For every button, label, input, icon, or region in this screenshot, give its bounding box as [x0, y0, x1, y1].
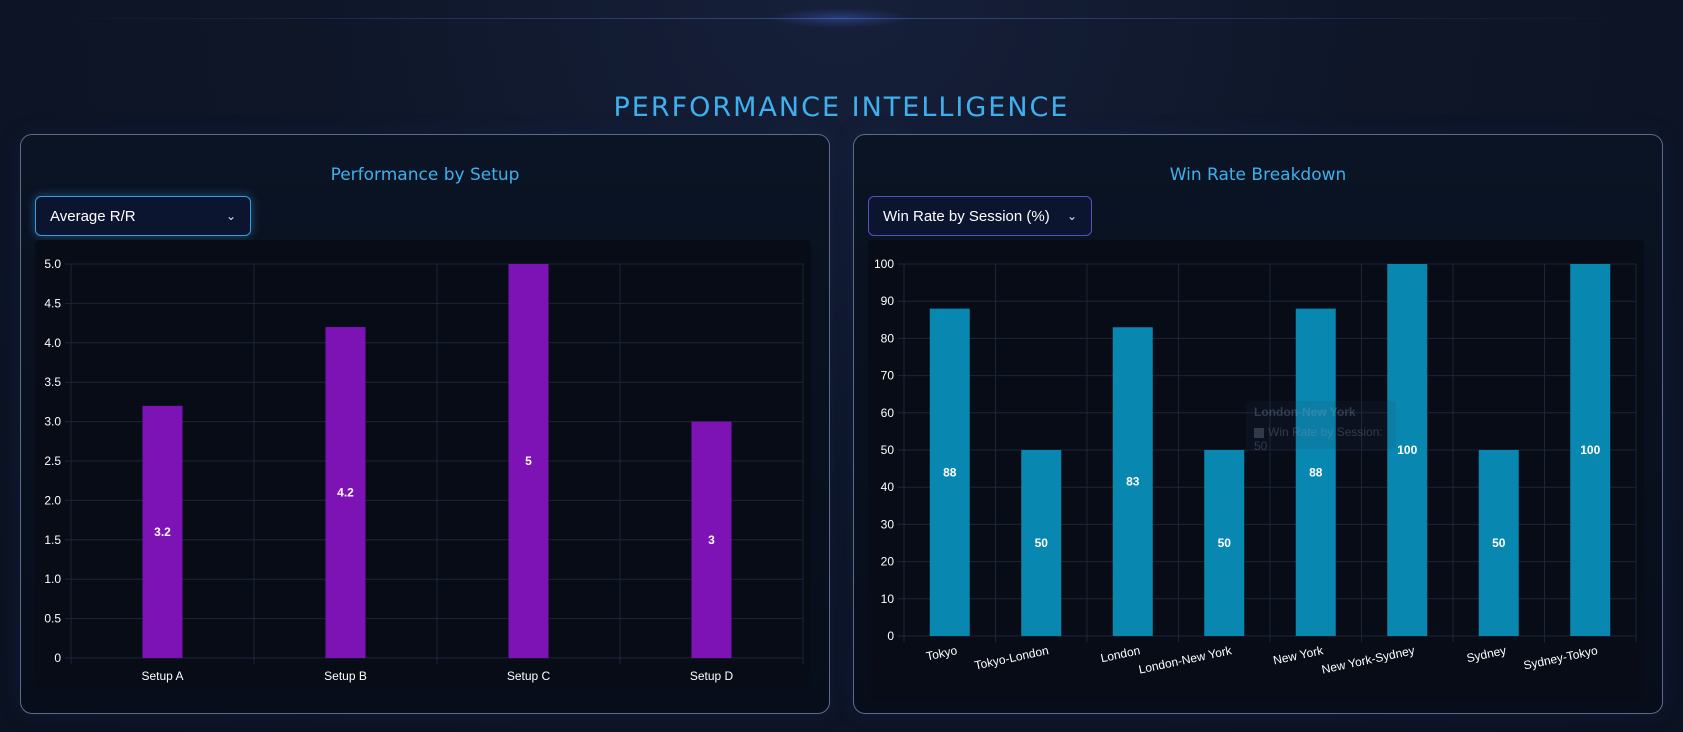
data-label: 83	[1126, 475, 1140, 489]
data-label: 50	[1035, 536, 1049, 550]
winrate-bar-chart: 0 10 20 30 40 50 60 70 80 90 100 88 Tokyo 50 Tokyo-Lon…	[874, 257, 1637, 677]
bar-london-new-york	[1204, 450, 1245, 636]
data-label: 4.2	[337, 486, 354, 500]
y-tick-label: 40	[881, 480, 895, 494]
setup-bar-chart: 0 0.5 1.0 1.5 2.0 2.5 3.0 3.5 4.0 4.5 5.0 3.2 Setup …	[44, 257, 804, 683]
data-label: 88	[943, 465, 957, 479]
y-tick-label: 50	[881, 443, 895, 457]
winrate-select-value: Win Rate by Session (%)	[883, 207, 1050, 225]
winrate-select-dropdown[interactable]: Win Rate by Session (%) ⌄	[868, 196, 1092, 236]
y-tick-label: 4.5	[44, 296, 61, 310]
data-label: 50	[1218, 536, 1232, 550]
bar-tokyo-london	[1021, 450, 1062, 636]
y-tick-label: 3.0	[44, 415, 61, 429]
winrate-chart-area: 0 10 20 30 40 50 60 70 80 90 100 88 Tokyo 50 Tokyo-Lon…	[868, 240, 1644, 700]
x-tick-label: Tokyo-London	[973, 643, 1050, 672]
y-tick-label: 20	[881, 555, 895, 569]
y-tick-label: 0	[887, 629, 894, 643]
x-tick-label: Sydney	[1465, 643, 1507, 665]
data-label: 3.2	[154, 525, 171, 539]
data-label: 100	[1580, 443, 1600, 457]
x-tick-label: Sydney-Tokyo	[1522, 643, 1599, 672]
setup-chart-area: 0 0.5 1.0 1.5 2.0 2.5 3.0 3.5 4.0 4.5 5.0 3.2 Setup …	[35, 240, 811, 690]
bar-tokyo	[929, 308, 970, 636]
top-divider-line	[40, 18, 1643, 19]
x-tick-label: Setup A	[141, 669, 183, 683]
data-label: 100	[1397, 443, 1417, 457]
data-label: 88	[1309, 465, 1323, 479]
bar-sydney	[1478, 450, 1519, 636]
x-tick-label: New York-Sydney	[1320, 643, 1416, 676]
y-tick-label: 2.5	[44, 454, 61, 468]
y-tick-label: 1.0	[44, 572, 61, 586]
tooltip-body: Win Rate by Session: 50	[1254, 425, 1383, 453]
bar-setup-b	[325, 327, 366, 658]
y-tick-label: 30	[881, 517, 895, 531]
bar-london	[1112, 327, 1153, 636]
y-tick-label: 70	[881, 369, 895, 383]
y-tick-label: 2.0	[44, 493, 61, 507]
x-tick-label: Setup C	[507, 669, 551, 683]
y-tick-label: 5.0	[44, 257, 61, 271]
tooltip-swatch	[1254, 427, 1264, 438]
x-tick-label: Setup D	[690, 669, 734, 683]
y-tick-label: 90	[881, 294, 895, 308]
y-tick-label: 0	[54, 651, 61, 665]
bar-new-york	[1295, 308, 1336, 636]
y-tick-label: 10	[881, 592, 895, 606]
panel-title-setup: Performance by Setup	[330, 165, 520, 185]
chart-tooltip: London-New York Win Rate by Session: 50	[1246, 401, 1396, 453]
y-tick-label: 4.0	[44, 336, 61, 350]
bar-setup-a	[142, 405, 183, 658]
y-tick-label: 60	[881, 406, 895, 420]
data-label: 3	[708, 533, 715, 547]
bar-sydney-tokyo	[1570, 264, 1611, 636]
win-rate-panel: Win Rate Breakdown Win Rate by Session (…	[853, 134, 1663, 714]
x-tick-label: London-New York	[1137, 643, 1234, 677]
x-tick-label: London	[1099, 643, 1141, 665]
x-tick-label: Tokyo	[925, 643, 959, 663]
y-tick-label: 80	[881, 331, 895, 345]
chevron-down-icon: ⌄	[1066, 209, 1077, 223]
x-tick-label: Setup B	[324, 669, 367, 683]
data-label: 5	[525, 454, 532, 468]
top-glow-accent	[770, 8, 910, 28]
setup-performance-panel: Performance by Setup Average R/R ⌄ 0 0.5 1…	[20, 134, 830, 714]
bar-setup-c	[508, 264, 549, 658]
tooltip-title: London-New York	[1254, 405, 1356, 419]
bar-new-york-sydney	[1387, 264, 1428, 636]
x-tick-label: New York	[1272, 643, 1325, 667]
data-label: 50	[1492, 536, 1506, 550]
y-tick-label: 1.5	[44, 533, 61, 547]
chevron-down-icon: ⌄	[225, 209, 236, 223]
page-title: PERFORMANCE INTELLIGENCE	[613, 92, 1070, 124]
y-tick-label: 100	[874, 257, 894, 271]
y-tick-label: 0.5	[44, 612, 61, 626]
y-tick-label: 3.5	[44, 375, 61, 389]
panel-title-winrate: Win Rate Breakdown	[1169, 165, 1347, 185]
metric-select-dropdown[interactable]: Average R/R ⌄	[35, 196, 251, 236]
metric-select-value: Average R/R	[50, 207, 136, 225]
bar-setup-d	[691, 421, 732, 658]
